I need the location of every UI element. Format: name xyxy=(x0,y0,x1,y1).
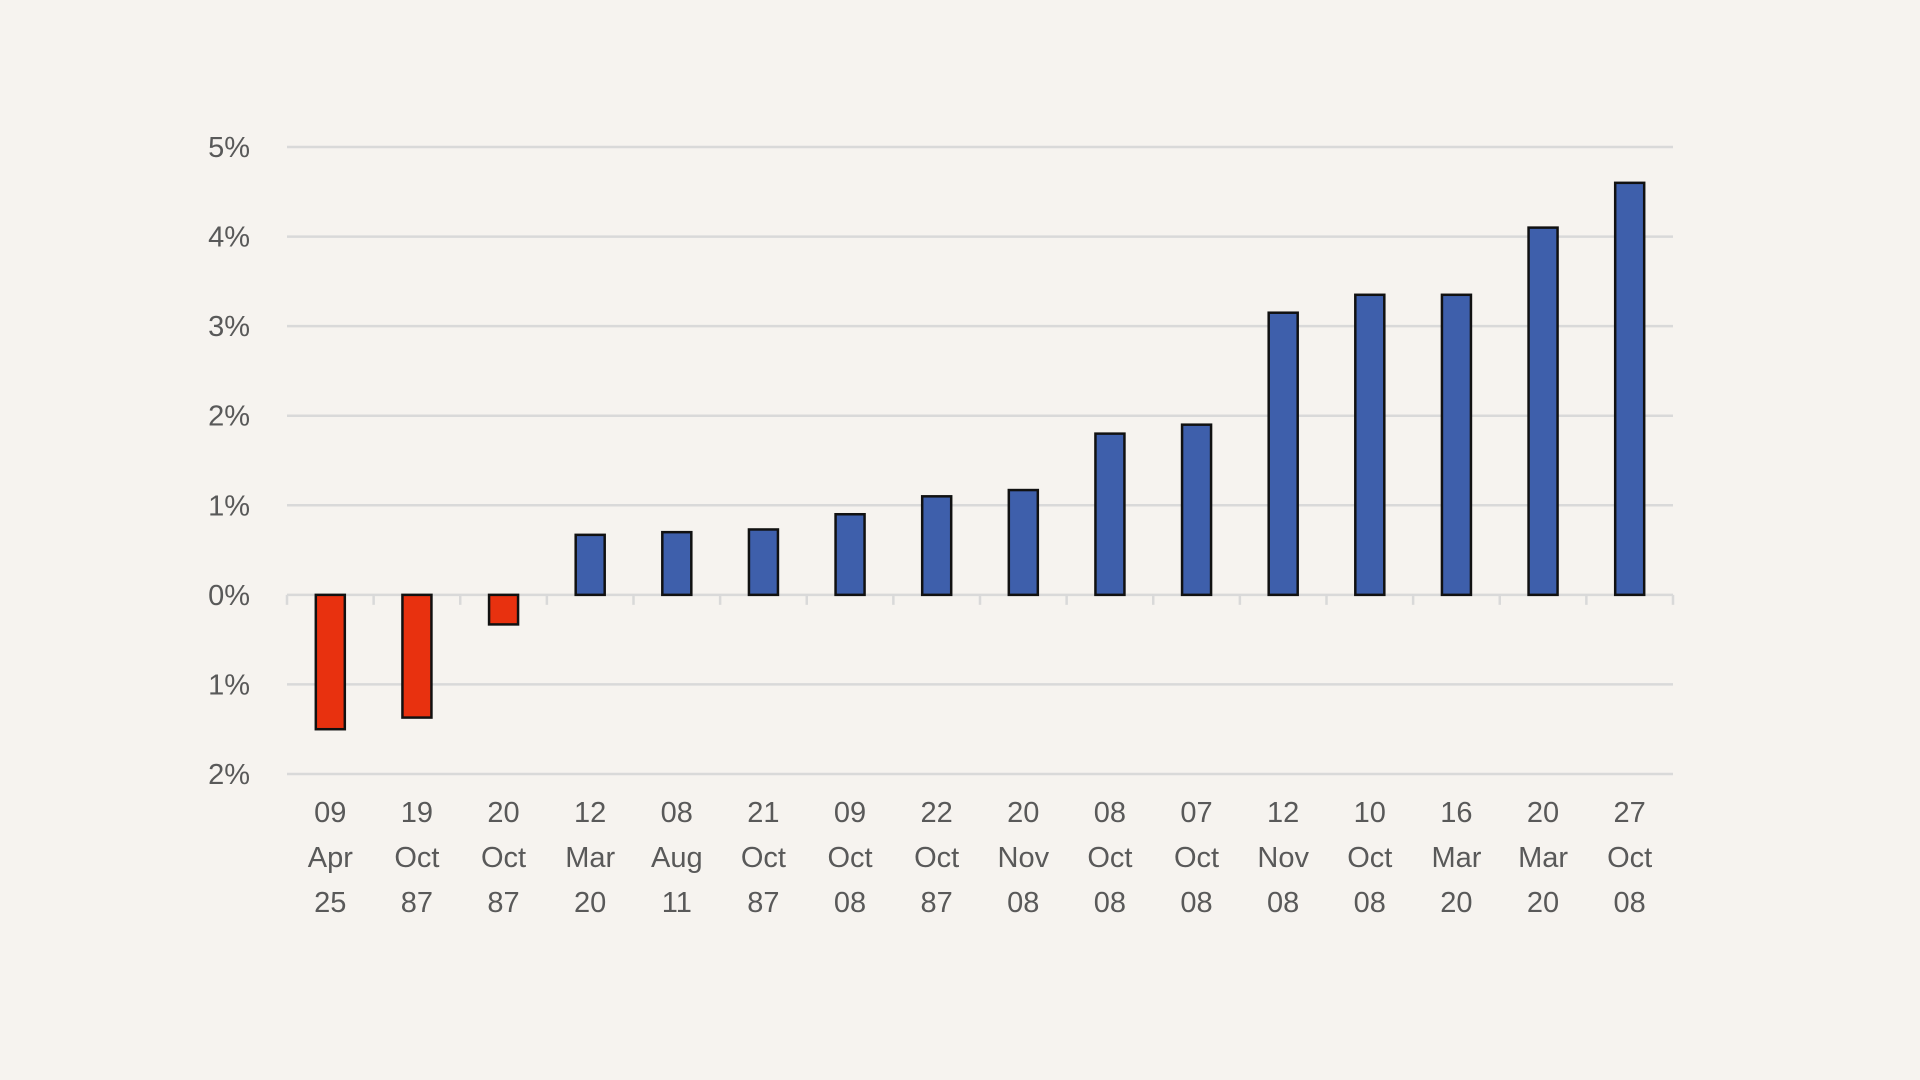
y-tick-label: 4% xyxy=(208,222,250,254)
x-tick-label: 08 Oct 08 xyxy=(1087,797,1132,919)
bar xyxy=(834,512,866,597)
bar xyxy=(1267,311,1299,597)
x-tick-label: 08 Aug 11 xyxy=(651,797,703,919)
y-axis-tick-labels: 5% 4% 3% 2% 1% 0% 1% 2% xyxy=(208,132,250,791)
x-tick-label: 21 Oct 87 xyxy=(741,797,786,919)
bar xyxy=(920,495,953,597)
y-tick-label: 2% xyxy=(208,401,250,433)
x-tick-label: 09 Oct 08 xyxy=(828,797,873,919)
x-tick-label: 16 Mar 20 xyxy=(1431,797,1481,919)
bar xyxy=(1440,293,1473,597)
x-tick-label: 20 Nov 08 xyxy=(998,797,1050,919)
x-tick-label: 20 Oct 87 xyxy=(481,797,526,919)
x-axis-tick-labels: 09 Apr 25 19 Oct 87 20 Oct 87 12 Mar 20 08 Aug 11 21 Oct… xyxy=(308,797,1653,919)
y-tick-label: 0% xyxy=(208,580,250,612)
bar xyxy=(1354,293,1386,597)
x-tick-label: 22 Oct 87 xyxy=(914,797,959,919)
x-tick-label: 20 Mar 20 xyxy=(1518,797,1568,919)
bar xyxy=(1007,488,1040,597)
bar xyxy=(1613,181,1646,597)
x-tick-label: 12 Mar 20 xyxy=(565,797,615,919)
bar xyxy=(747,528,780,597)
bar xyxy=(314,593,347,731)
x-tick-label: 19 Oct 87 xyxy=(394,797,439,919)
y-tick-label: 3% xyxy=(208,311,250,343)
bars xyxy=(314,181,1646,731)
bar xyxy=(661,530,693,597)
x-tick-label: 12 Nov 08 xyxy=(1257,797,1309,919)
bar xyxy=(1527,226,1559,597)
bar xyxy=(487,593,520,626)
x-tick-label: 10 Oct 08 xyxy=(1347,797,1392,919)
x-tick-label: 09 Apr 25 xyxy=(308,797,353,919)
bar xyxy=(1094,432,1126,597)
y-tick-label: 2% xyxy=(208,759,250,791)
bar xyxy=(401,593,433,719)
bar xyxy=(574,533,606,597)
y-tick-label: 1% xyxy=(208,669,250,701)
bar xyxy=(1180,423,1213,597)
x-tick-label: 07 Oct 08 xyxy=(1174,797,1219,919)
y-tick-label: 5% xyxy=(208,132,250,164)
y-tick-label: 1% xyxy=(208,490,250,522)
x-tick-label: 27 Oct 08 xyxy=(1607,797,1652,919)
